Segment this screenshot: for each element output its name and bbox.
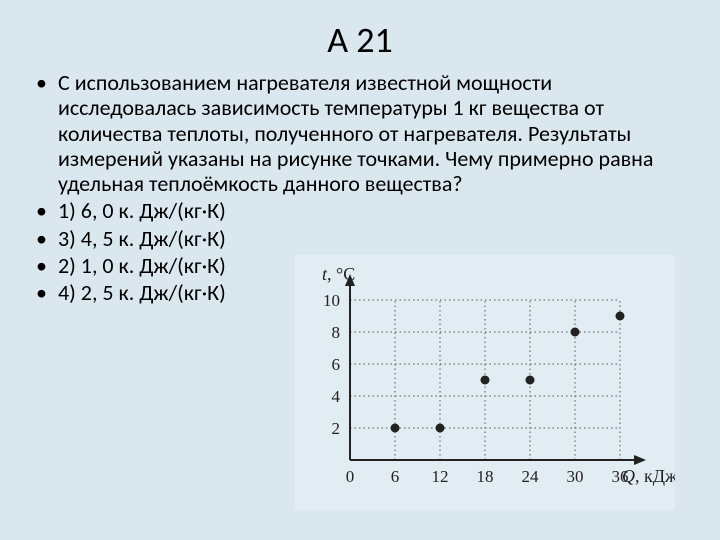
svg-text:12: 12 bbox=[432, 467, 449, 486]
svg-text:6: 6 bbox=[332, 355, 341, 374]
svg-text:6: 6 bbox=[391, 467, 400, 486]
svg-text:t, °C: t, °C bbox=[322, 264, 355, 284]
option-2: 3) 4, 5 к. Дж/(кг·К) bbox=[36, 226, 684, 251]
slide-title: А 21 bbox=[0, 0, 720, 70]
svg-text:2: 2 bbox=[332, 419, 341, 438]
problem-text: С использованием нагревателя известной м… bbox=[36, 70, 684, 196]
svg-text:18: 18 bbox=[477, 467, 494, 486]
svg-text:30: 30 bbox=[567, 467, 584, 486]
svg-text:0: 0 bbox=[346, 467, 355, 486]
svg-text:10: 10 bbox=[323, 291, 340, 310]
svg-text:4: 4 bbox=[332, 387, 341, 406]
svg-text:24: 24 bbox=[522, 467, 540, 486]
scatter-chart: 061218243036246810t, °CQ, кДж bbox=[295, 255, 675, 510]
svg-text:Q, кДж: Q, кДж bbox=[622, 466, 675, 486]
svg-text:8: 8 bbox=[332, 323, 341, 342]
option-1: 1) 6, 0 к. Дж/(кг·К) bbox=[36, 198, 684, 223]
